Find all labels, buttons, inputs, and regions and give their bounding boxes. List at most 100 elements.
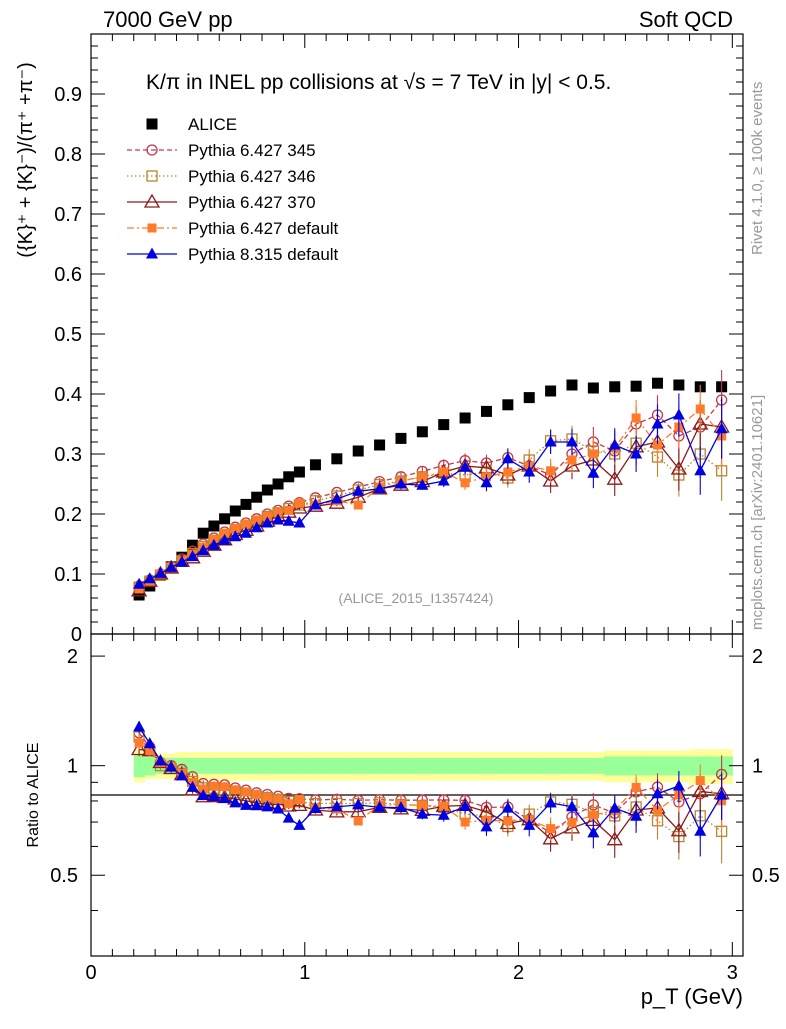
data-point bbox=[197, 527, 209, 539]
ratio-y-tick-label-left: 2 bbox=[67, 646, 78, 668]
ratio-uncertainty-bands bbox=[133, 749, 733, 785]
main-panel-series bbox=[130, 370, 730, 601]
ratio-data-point bbox=[631, 782, 641, 792]
ratio-data-point bbox=[207, 790, 220, 802]
y-tick-label-main: 0.3 bbox=[54, 444, 82, 466]
data-point bbox=[284, 505, 294, 515]
data-point bbox=[588, 449, 598, 459]
data-point bbox=[294, 498, 304, 508]
alice-syst-band-inner bbox=[625, 756, 648, 776]
ratio-data-point bbox=[130, 741, 148, 756]
data-point bbox=[672, 408, 685, 420]
data-point bbox=[261, 484, 273, 496]
data-point bbox=[503, 467, 513, 477]
series-4-main bbox=[134, 385, 727, 594]
legend-label: Pythia 8.315 default bbox=[188, 245, 339, 264]
data-point bbox=[272, 513, 285, 525]
alice-syst-band-inner bbox=[219, 757, 231, 774]
axis-tick-labels: 0 1 2 3 0 0.1 0.2 0.3 0.4 0.5 0.6 0.7 0.8 0.9 0.5 0.5 1 1… bbox=[50, 84, 780, 984]
y-tick-label-main: 0.5 bbox=[54, 324, 82, 346]
ratio-data-point bbox=[480, 820, 493, 832]
data-point bbox=[133, 589, 145, 601]
data-point bbox=[230, 523, 240, 533]
series-line bbox=[138, 408, 723, 590]
alice-syst-band-inner bbox=[347, 757, 370, 774]
alice-syst-band-inner bbox=[646, 756, 669, 776]
data-point bbox=[417, 472, 427, 482]
alice-syst-band-inner bbox=[144, 756, 156, 776]
alice-syst-band-inner bbox=[561, 757, 584, 774]
ratio-data-point bbox=[501, 801, 514, 813]
alice-syst-band-inner bbox=[497, 757, 520, 774]
data-point bbox=[395, 432, 407, 444]
x-axis-label: p_T (GeV) bbox=[641, 984, 743, 1009]
data-point bbox=[460, 478, 470, 488]
data-point bbox=[459, 412, 471, 424]
series-2-main bbox=[133, 425, 728, 593]
data-point bbox=[437, 474, 450, 486]
data-point bbox=[606, 470, 623, 485]
data-point bbox=[252, 515, 262, 525]
ratio-data-point bbox=[133, 720, 146, 732]
ratio-data-point bbox=[154, 754, 167, 766]
legend-label: Pythia 6.427 345 bbox=[188, 141, 316, 160]
legend-item: ALICE bbox=[146, 115, 237, 134]
ratio-data-point bbox=[352, 798, 365, 810]
ratio-y-tick-label-right: 1 bbox=[752, 756, 763, 778]
data-point bbox=[207, 538, 220, 550]
legend-marker bbox=[146, 118, 158, 130]
ratio-data-point bbox=[695, 776, 705, 786]
legend-item: Pythia 6.427 345 bbox=[127, 141, 316, 160]
series-line bbox=[138, 399, 723, 587]
data-point bbox=[715, 422, 728, 434]
data-point bbox=[374, 439, 386, 451]
ratio-y-tick-label-right: 2 bbox=[752, 646, 763, 668]
ratio-data-point bbox=[587, 826, 600, 838]
alice-syst-band-inner bbox=[197, 757, 210, 774]
ratio-data-point bbox=[309, 802, 322, 814]
data-point bbox=[187, 539, 199, 551]
alice-syst-band-inner bbox=[454, 757, 477, 774]
data-point bbox=[565, 435, 578, 447]
ratio-data-point bbox=[175, 769, 188, 781]
ratio-data-point bbox=[252, 789, 262, 799]
data-point bbox=[219, 513, 231, 525]
data-point bbox=[133, 577, 146, 589]
legend: ALICE Pythia 6.427 345 Pythia 6.427 346 Pyt… bbox=[127, 115, 339, 264]
x-tick-label: 3 bbox=[727, 962, 738, 984]
alice-syst-band-inner bbox=[582, 757, 605, 774]
ratio-data-point bbox=[261, 800, 274, 812]
alice-syst-band-inner bbox=[133, 754, 145, 778]
y-tick-label-main: 0 bbox=[71, 624, 82, 646]
data-point bbox=[587, 382, 599, 394]
ratio-y-tick-label-left: 1 bbox=[67, 756, 78, 778]
data-point bbox=[394, 477, 407, 489]
ratio-data-point bbox=[459, 800, 472, 812]
data-point bbox=[695, 404, 705, 414]
data-point bbox=[186, 550, 199, 562]
legend-marker bbox=[146, 170, 158, 182]
ratio-data-point bbox=[134, 738, 144, 748]
data-point bbox=[250, 521, 263, 533]
data-point bbox=[651, 377, 663, 389]
ratio-data-point bbox=[330, 800, 343, 812]
ratio-data-point bbox=[715, 788, 728, 800]
data-point bbox=[630, 380, 642, 392]
alice-syst-band-inner bbox=[251, 757, 263, 774]
alice-syst-band-inner bbox=[475, 757, 498, 774]
data-point bbox=[480, 476, 493, 488]
legend-item: Pythia 6.427 346 bbox=[127, 167, 316, 186]
ratio-data-point bbox=[239, 798, 252, 810]
data-point bbox=[609, 381, 621, 393]
mcplots-text: mcplots.cern.ch [arXiv:2401.10621] bbox=[749, 395, 766, 630]
legend-label: ALICE bbox=[188, 115, 237, 134]
data-point bbox=[251, 491, 263, 503]
data-point bbox=[459, 460, 472, 472]
y-tick-label-main: 0.6 bbox=[54, 264, 82, 286]
ratio-data-point bbox=[460, 817, 470, 827]
y-axis-label-main-text: ({K}⁺ + {K}⁻)/(π⁺ +π⁻) bbox=[15, 62, 37, 257]
data-point bbox=[175, 555, 188, 567]
data-point bbox=[331, 453, 343, 465]
data-point bbox=[502, 399, 514, 411]
series-1-main bbox=[133, 370, 728, 592]
